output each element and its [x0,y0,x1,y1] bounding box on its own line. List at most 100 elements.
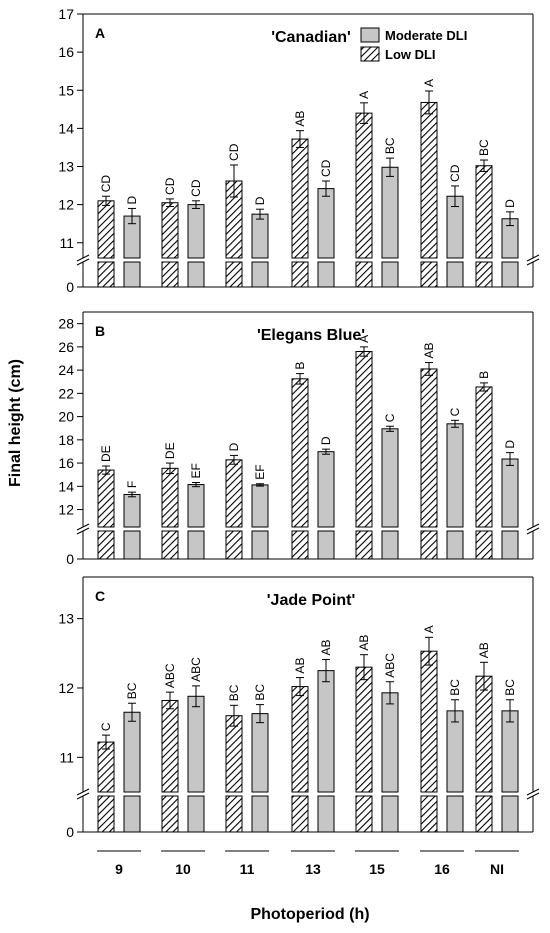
y-tick-label: 12 [58,680,74,696]
bar-moderate-dli [187,484,205,528]
y-tick-label: 12 [58,502,74,518]
bar-moderate-dli [381,428,399,528]
bar-lower-segment [123,261,141,288]
bar-group: BC [501,679,519,833]
panel-letter: B [95,323,105,339]
bar-group: C [381,413,399,560]
bar-lower-segment [225,261,243,288]
bar-moderate-dli [187,695,205,793]
bar-group: D [123,195,141,288]
y-tick-label: 15 [58,82,74,98]
bar-lower-segment [187,530,205,560]
legend-label-moderate: Moderate DLI [385,28,467,43]
y-tick-label: 11 [59,235,74,251]
panel-letter: A [95,25,105,41]
bar-lower-segment [446,795,464,833]
bar-group: C [97,722,115,833]
bar-lower-segment [355,795,373,833]
x-axis-title: Photoperiod (h) [250,906,369,923]
x-category-label: 15 [369,861,385,877]
bar-moderate-dli [251,713,269,793]
bar-lower-segment [317,530,335,560]
bar-lower-segment [187,261,205,288]
significance-label: B [477,371,491,379]
bar-moderate-dli [446,710,464,793]
bar-lower-segment [97,261,115,288]
significance-label: CD [319,159,333,177]
bar-lower-segment [225,795,243,833]
bar-low-dli [475,165,493,259]
bar-lower-segment [291,261,309,288]
y-tick-label: 14 [58,120,74,136]
significance-label: BC [227,684,241,701]
significance-label: AB [422,343,436,359]
bar-low-dli [291,378,309,528]
bar-lower-segment [381,795,399,833]
bar-group: BC [123,682,141,833]
significance-label: A [357,335,371,343]
bar-lower-segment [123,530,141,560]
bar-moderate-dli [123,711,141,793]
bar-moderate-dli [187,204,205,259]
axis-break-mark [76,792,90,800]
bar-lower-segment [97,530,115,560]
significance-label: F [125,481,139,488]
bar-group: BC [225,684,243,833]
y-tick-label: 17 [58,6,74,22]
y-tick-label: 26 [58,339,74,355]
bar-moderate-dli [501,458,519,528]
bar-low-dli [97,741,115,793]
significance-label: D [503,440,517,449]
significance-label: B [293,362,307,370]
bar-lower-segment [355,530,373,560]
bar-group: D [501,199,519,288]
bar-lower-segment [501,261,519,288]
bar-low-dli [475,386,493,528]
significance-label: CD [163,177,177,195]
bar-group: AB [475,642,493,833]
bar-moderate-dli [123,493,141,528]
bar-moderate-dli [317,670,335,793]
bar-group: D [501,440,519,560]
axis-break-mark [76,523,90,531]
y-tick-label: 16 [58,44,74,60]
significance-label: BC [503,679,517,696]
y-tick-label: 20 [58,409,74,425]
x-category-label: NI [490,861,504,877]
significance-label: D [125,195,139,204]
x-category-label: 9 [115,861,123,877]
significance-label: C [99,722,113,731]
bar-group: AB [291,658,309,833]
panel-A: 0 11 12 13 14 15 16 17 CD D CD CD CD D AB CD A BC A CD BC D A '… [58,6,540,295]
bar-low-dli [97,200,115,259]
bar-group: AB [420,343,438,560]
legend: Moderate DLI Low DLI [360,27,467,62]
bar-lower-segment [446,530,464,560]
bar-moderate-dli [381,692,399,793]
bar-low-dli [161,467,179,528]
bar-group: F [123,481,141,560]
bar-group: D [317,436,335,560]
significance-label: BC [125,682,139,699]
bar-lower-segment [123,795,141,833]
bar-group: EF [251,464,269,560]
legend-swatch-low [360,46,380,62]
significance-label: CD [227,143,241,161]
significance-label: ABC [163,663,177,688]
bar-group: AB [291,111,309,288]
axis-break-mark [76,527,90,535]
axis-break-mark [76,788,90,796]
axis-break-mark [76,254,90,262]
panel-title: 'Canadian' [271,29,351,46]
y-axis-title: Final height (cm) [7,359,24,487]
bar-lower-segment [355,261,373,288]
bar-moderate-dli [381,166,399,259]
panel-title: 'Jade Point' [267,592,356,609]
bar-lower-segment [446,261,464,288]
panel-letter: C [95,588,105,604]
x-category-label: 16 [434,861,450,877]
bar-group: A [420,625,438,833]
bar-low-dli [225,459,243,528]
